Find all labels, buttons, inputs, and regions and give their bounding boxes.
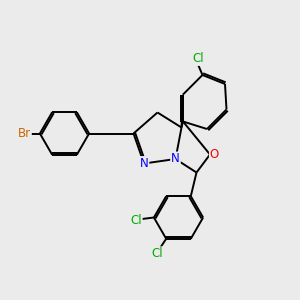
Text: Cl: Cl [152, 247, 163, 260]
Text: N: N [171, 152, 180, 166]
Text: O: O [210, 148, 219, 161]
Text: Br: Br [18, 127, 31, 140]
Text: N: N [140, 157, 148, 170]
Text: Cl: Cl [192, 52, 204, 65]
Text: Cl: Cl [130, 214, 142, 227]
